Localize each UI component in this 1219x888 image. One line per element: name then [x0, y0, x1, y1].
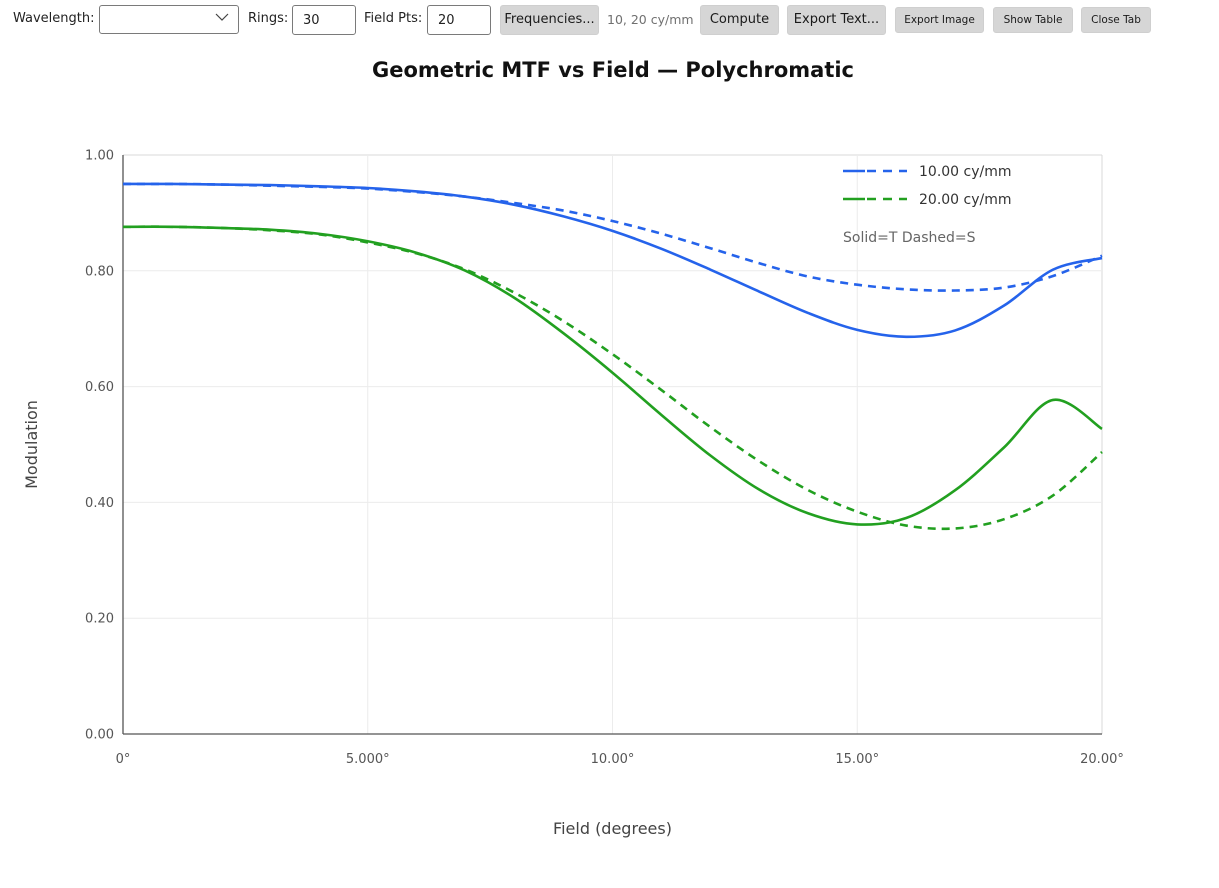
x-tick-label: 5.000° [346, 752, 390, 767]
wavelength-select[interactable] [99, 5, 239, 34]
y-tick-label: 0.40 [85, 496, 114, 511]
wavelength-label: Wavelength: [13, 11, 95, 26]
x-axis-title: Field (degrees) [553, 819, 672, 838]
y-tick-label: 1.00 [85, 149, 114, 164]
chart-title: Geometric MTF vs Field — Polychromatic [371, 58, 855, 82]
series-line-20-00-cy-mm-t [122, 225, 1103, 526]
grid [123, 154, 1103, 734]
rings-input[interactable]: 30 [292, 5, 356, 35]
y-tick-label: 0.60 [85, 380, 114, 395]
x-tick-label: 10.00° [591, 752, 635, 767]
y-tick-label: 0.00 [85, 728, 114, 743]
frequencies-button[interactable]: Frequencies... [500, 5, 599, 35]
legend-note: Solid=T Dashed=S [843, 230, 976, 246]
field-pts-label: Field Pts: [364, 11, 423, 26]
y-tick-label: 0.20 [85, 612, 114, 627]
chevron-down-icon [215, 13, 229, 21]
close-tab-button[interactable]: Close Tab [1081, 7, 1151, 33]
legend-label: 20.00 cy/mm [919, 192, 1012, 208]
x-tick-label: 15.00° [835, 752, 879, 767]
export-image-button[interactable]: Export Image [895, 7, 984, 33]
x-tick-label: 0° [116, 752, 131, 767]
y-tick-label: 0.80 [85, 264, 114, 279]
legend-label: 10.00 cy/mm [919, 164, 1012, 180]
compute-button[interactable]: Compute [700, 5, 779, 35]
frequencies-summary: 10, 20 cy/mm [607, 12, 694, 27]
series-line-20-00-cy-mm-s [122, 225, 1103, 531]
export-text-button[interactable]: Export Text... [787, 5, 886, 35]
series-line-10-00-cy-mm-s [122, 182, 1103, 292]
series-lines [122, 182, 1103, 531]
y-axis-title: Modulation [22, 400, 41, 489]
legend: 10.00 cy/mm 20.00 cy/mm Solid=T Dashed=S [843, 164, 1012, 246]
rings-label: Rings: [248, 11, 289, 26]
show-table-button[interactable]: Show Table [993, 7, 1073, 33]
axes: 0.00 0.20 0.40 0.60 0.80 1.00 0° 5.000° 10.00° 15… [85, 149, 1124, 768]
field-pts-input[interactable]: 20 [427, 5, 491, 35]
x-tick-label: 20.00° [1080, 752, 1124, 767]
toolbar: Wavelength: Rings: 30 Field Pts: 20 Freq… [0, 0, 1219, 40]
